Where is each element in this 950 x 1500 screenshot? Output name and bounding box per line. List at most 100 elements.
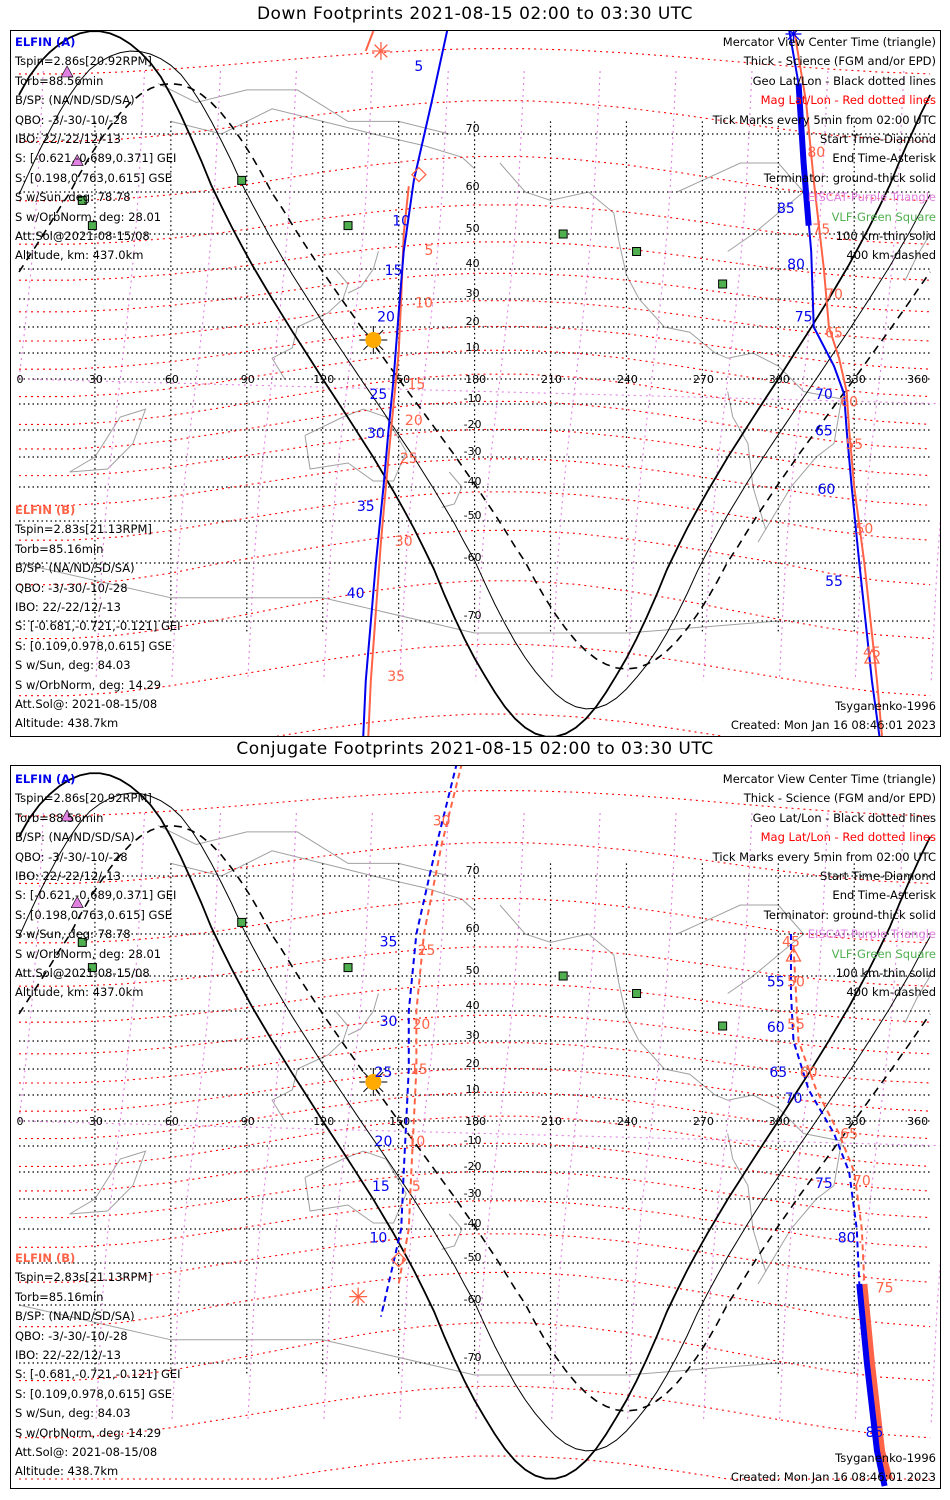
elfin-a-line: Altitude, km: 437.0km xyxy=(15,248,144,263)
elfin-a-track xyxy=(362,31,449,736)
lat-tick-label: 70 xyxy=(466,864,480,877)
elfin-a-tick-label: 60 xyxy=(767,1020,785,1036)
lat-tick-label: -40 xyxy=(464,1217,482,1230)
sun-ray xyxy=(363,329,369,335)
lon-tick-label: 330 xyxy=(845,373,866,386)
elfin-b-line: Altitude: 438.7km xyxy=(15,716,119,731)
elfin-a-line: QBO: -3/-30/-10/-28 xyxy=(15,112,128,127)
elfin-b-tick-label: 15 xyxy=(410,1062,428,1078)
lon-tick-label: 330 xyxy=(845,1115,866,1128)
elfin-a-line: Torb=88.56min xyxy=(15,810,104,825)
lat-tick-label: 10 xyxy=(466,341,480,354)
elfin-a-tick-label: 35 xyxy=(357,499,375,515)
lat-tick-label: -50 xyxy=(464,509,482,522)
mag-lat-line xyxy=(19,48,931,75)
elfin-b-tick-label: 60 xyxy=(800,1065,818,1081)
legend-row: Start Time-Diamond xyxy=(820,132,936,147)
sun-ray xyxy=(378,1071,384,1077)
lat-tick-label: -10 xyxy=(464,1134,482,1147)
map-footer: Tsyganenko-1996 Created: Mon Jan 16 08:4… xyxy=(731,1449,936,1487)
elfin-b-line: QBO: -3/-30/-10/-28 xyxy=(15,1328,128,1343)
lon-tick-label: 30 xyxy=(89,1115,103,1128)
mag-lat-line xyxy=(19,272,931,313)
lat-tick-label: 20 xyxy=(466,1057,480,1070)
elfin-a-line: IBO: 22/-22/12/-13 xyxy=(15,132,121,147)
lon-tick-label: 210 xyxy=(541,1115,562,1128)
legend-row: 400 km-dashed xyxy=(846,248,936,263)
center-time-triangle xyxy=(785,946,802,962)
down-footprints-title: Down Footprints 2021-08-15 02:00 to 03:3… xyxy=(256,4,694,24)
elfin-b-line: Att.Sol@: 2021-08-15/08 xyxy=(15,697,158,712)
lat-tick-label: 30 xyxy=(466,287,480,300)
lon-tick-label: 0 xyxy=(17,373,24,386)
elfin-b-tick-label: 80 xyxy=(807,145,825,161)
elfin-b-tick-label: 70 xyxy=(853,1174,871,1190)
elfin-b-label: ELFIN (B) xyxy=(15,1251,76,1265)
conjugate-map-canvas: 70 60 50 40 30 20 10 -10 -20 -30 -40 -50 -60 -70 0 30 60… xyxy=(17,766,940,1487)
mag-lat-line xyxy=(19,325,931,370)
conjugate-footprints-title: Conjugate Footprints 2021-08-15 02:00 to… xyxy=(236,739,714,759)
elfin-b-line: S: [0.109,0.978,0.615] GSE xyxy=(15,1386,173,1401)
lon-tick-label: 300 xyxy=(769,1115,790,1128)
elfin-b-info: ELFIN (B) Tspin=2.83s[21.13RPM] Torb=85.… xyxy=(15,501,181,734)
elfin-b-tick-label: 5 xyxy=(412,1179,421,1195)
eiscat-triangle xyxy=(70,895,84,908)
lat-tick-label: 50 xyxy=(466,964,480,977)
mag-lat-line xyxy=(19,1067,931,1112)
coastline xyxy=(157,825,450,877)
created-timestamp: Created: Mon Jan 16 08:46:01 2023 xyxy=(730,718,936,732)
mag-lat-line xyxy=(19,983,931,1023)
lon-tick-label: 60 xyxy=(165,373,179,386)
center-time-triangle xyxy=(863,648,881,664)
coastline xyxy=(727,352,843,530)
lon-tick-label: 120 xyxy=(313,373,334,386)
coastline xyxy=(18,1304,779,1376)
vlf-station-square xyxy=(237,175,247,185)
legend-row: End Time-Asterisk xyxy=(832,888,936,903)
elfin-a-label: ELFIN (A) xyxy=(15,772,76,786)
sun-icon xyxy=(365,1074,382,1090)
lon-tick-label: 180 xyxy=(465,373,486,386)
elfin-a-line: S w/OrbNorm, deg: 28.01 xyxy=(15,209,162,224)
elfin-a-tick-label: 55 xyxy=(767,975,785,991)
elfin-b-tick-label: 75 xyxy=(876,1280,894,1296)
terminator-100km xyxy=(18,792,931,1452)
elfin-b-line: Tspin=2.83s[21.13RPM] xyxy=(15,1270,152,1285)
elfin-b-tick-label: 75 xyxy=(812,222,830,238)
mag-lon-line xyxy=(18,812,940,1424)
end-asterisk xyxy=(374,44,388,58)
legend-row: Mercator View Center Time (triangle) xyxy=(722,35,936,49)
elfin-b-tick-label: 55 xyxy=(845,437,863,453)
elfin-a-tick-label: 65 xyxy=(815,423,833,439)
lat-tick-label: 40 xyxy=(466,999,480,1012)
mag-lat-line xyxy=(19,842,931,884)
end-asterisk xyxy=(351,1289,365,1304)
elfin-b-tick-label: 65 xyxy=(840,1127,858,1143)
lat-tick-label: 40 xyxy=(466,257,480,270)
coastline xyxy=(347,251,379,294)
coastline xyxy=(271,268,349,380)
elfin-b-tick-label: 70 xyxy=(825,287,843,303)
vlf-station-square xyxy=(87,221,97,231)
elfin-b-line: QBO: -3/-30/-10/-28 xyxy=(15,580,128,595)
lon-tick-label: 210 xyxy=(541,373,562,386)
elfin-a-tick-label: 30 xyxy=(367,426,385,442)
sun-ray xyxy=(378,329,384,335)
elfin-b-tick-label: 60 xyxy=(840,395,858,411)
elfin-a-tick-label: 5 xyxy=(414,59,423,75)
elfin-a-tick-label: 85 xyxy=(777,201,795,217)
elfin-a-line: Tspin=2.86s[20.92RPM] xyxy=(15,54,152,69)
coastline xyxy=(347,993,379,1036)
model-label: Tsyganenko-1996 xyxy=(835,1451,936,1465)
end-asterisk xyxy=(787,31,798,41)
elfin-a-tick-label: 55 xyxy=(825,574,843,590)
elfin-a-tick-label: 15 xyxy=(372,1179,390,1195)
elfin-a-track xyxy=(789,934,861,1285)
elfin-a-tick-label: 10 xyxy=(392,214,410,230)
elfin-a-tick-label: 15 xyxy=(385,263,403,279)
elfin-a-tick-label: 40 xyxy=(347,586,365,602)
elfin-b-tick-label: 5 xyxy=(425,243,434,259)
elfin-a-info: ELFIN (A) Tspin=2.86s[20.92RPM] Torb=88.… xyxy=(15,770,176,1003)
elfin-a-line: Tspin=2.86s[20.92RPM] xyxy=(15,791,152,806)
legend-row: Thick - Science (FGM and/or EPD) xyxy=(743,791,936,806)
